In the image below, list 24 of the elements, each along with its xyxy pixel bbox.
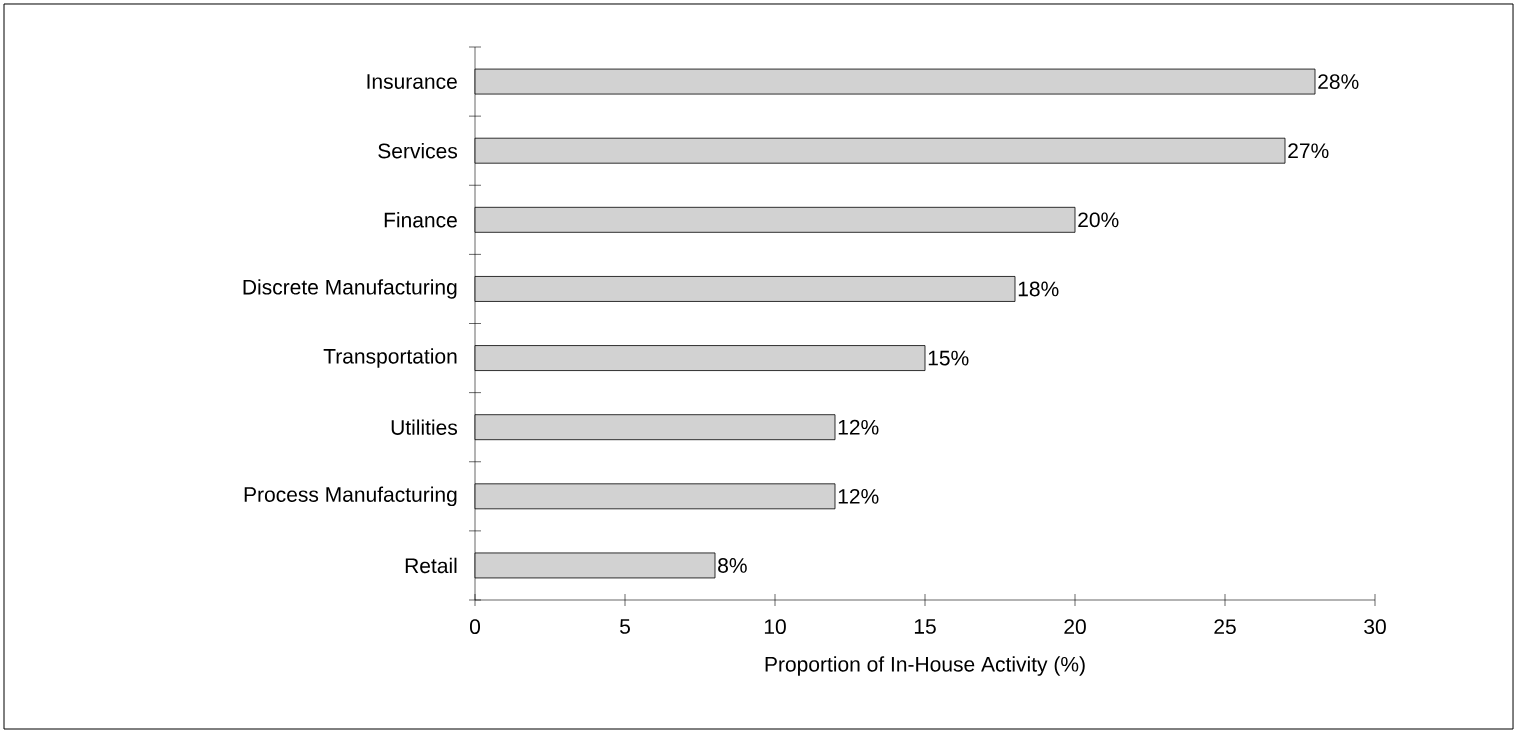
- x-tick-label: 10: [764, 619, 786, 635]
- y-tick-label: Finance: [384, 212, 457, 228]
- y-tick-label: Retail: [405, 557, 457, 574]
- y-tick-label: Transportation: [323, 348, 457, 368]
- x-tick-label: 20: [1064, 619, 1086, 635]
- data-label: 20%: [1078, 212, 1119, 228]
- data-label: 28%: [1318, 74, 1359, 89]
- y-tick-label: Discrete Manufacturing: [243, 279, 457, 299]
- data-label: 15%: [928, 350, 969, 366]
- y-tick-label: Insurance: [367, 74, 457, 89]
- data-label: 12%: [838, 419, 879, 435]
- x-tick-label: 0: [469, 619, 481, 635]
- x-tick-label: 5: [620, 619, 630, 634]
- data-label: 27%: [1288, 143, 1329, 159]
- data-label: 8%: [718, 558, 747, 573]
- y-tick-label: Services: [378, 142, 458, 159]
- x-tick-label: 15: [914, 619, 936, 634]
- data-label: 12%: [838, 488, 879, 504]
- y-tick-label: Process Manufacturing: [244, 486, 457, 507]
- x-axis-title: Proportion of In-House Activity (%): [765, 656, 1085, 676]
- y-tick-label: Utilities: [391, 419, 458, 435]
- x-tick-label: 30: [1364, 619, 1386, 635]
- data-label: 18%: [1018, 281, 1059, 297]
- x-tick-label: 25: [1214, 619, 1236, 635]
